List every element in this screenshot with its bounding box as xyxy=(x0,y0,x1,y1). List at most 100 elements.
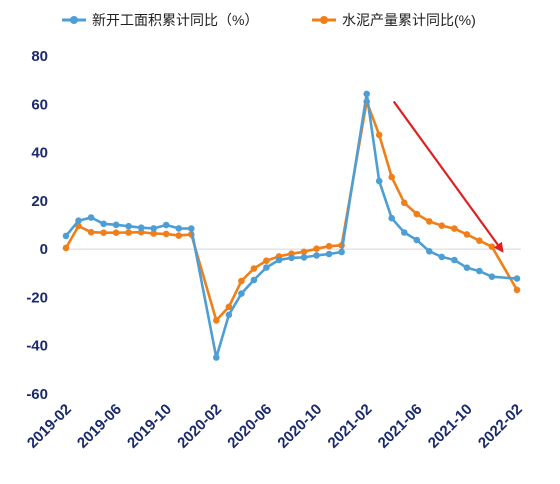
data-point xyxy=(150,230,157,237)
data-point xyxy=(238,290,245,297)
legend-item-1: 新开工面积累计同比（%） xyxy=(62,12,258,28)
data-point xyxy=(488,243,496,250)
x-tick-label: 2020-02 xyxy=(174,401,225,452)
data-point xyxy=(438,253,446,261)
data-point xyxy=(250,276,258,284)
data-point xyxy=(188,225,195,232)
x-tick-label-group: 2022-02 xyxy=(475,401,526,452)
data-point xyxy=(225,311,233,319)
x-tick-label: 2021-06 xyxy=(375,401,426,452)
data-point xyxy=(388,173,396,181)
plot-area xyxy=(62,90,521,361)
data-point xyxy=(62,232,70,240)
x-tick-label: 2020-06 xyxy=(224,401,275,452)
data-point xyxy=(401,199,408,207)
data-point xyxy=(300,254,308,261)
data-point xyxy=(488,273,496,281)
data-point xyxy=(87,228,95,236)
data-point xyxy=(413,210,421,218)
legend-label: 水泥产量累计同比(%) xyxy=(342,12,476,28)
x-tick-label: 2020-10 xyxy=(274,401,325,452)
data-point xyxy=(238,277,245,285)
data-point xyxy=(463,264,471,272)
data-point xyxy=(513,275,521,282)
data-point xyxy=(476,267,483,275)
data-point xyxy=(325,242,333,250)
data-point xyxy=(451,256,458,264)
data-point xyxy=(75,217,82,224)
data-point xyxy=(213,317,220,324)
data-point xyxy=(426,248,433,255)
x-tick-label-group: 2019-02 xyxy=(24,401,75,452)
trend-arrow xyxy=(392,100,504,253)
series-line xyxy=(64,100,519,322)
legend-marker xyxy=(320,16,328,24)
data-point xyxy=(313,252,320,259)
data-point xyxy=(87,214,95,221)
data-point xyxy=(413,236,421,244)
x-tick-label: 2022-02 xyxy=(475,401,526,452)
data-point xyxy=(275,256,283,264)
series-line xyxy=(64,92,518,359)
data-point xyxy=(325,250,333,258)
x-tick-label-group: 2021-10 xyxy=(425,401,476,452)
legend-marker xyxy=(70,16,78,24)
data-point xyxy=(225,303,233,311)
x-tick-label: 2021-02 xyxy=(325,401,376,452)
x-tick-label: 2019-02 xyxy=(24,401,75,452)
x-tick-label-group: 2019-10 xyxy=(124,401,175,452)
legend-item-2: 水泥产量累计同比(%) xyxy=(312,12,476,28)
data-point xyxy=(263,257,270,265)
data-point xyxy=(463,231,471,238)
y-tick-label: 0 xyxy=(40,241,48,258)
data-point xyxy=(125,222,132,230)
data-point xyxy=(476,237,483,244)
x-tick-label-group: 2021-02 xyxy=(325,401,376,452)
x-tick-label: 2021-10 xyxy=(425,401,476,452)
legend-label: 新开工面积累计同比（%） xyxy=(92,12,258,28)
x-axis: 2019-02 2019-06 2019-10 2020-02 2020-06 2020-… xyxy=(24,401,526,452)
series-2 xyxy=(62,98,521,324)
y-tick-label: 40 xyxy=(31,145,48,162)
x-tick-label-group: 2020-10 xyxy=(274,401,325,452)
data-point xyxy=(162,221,170,229)
data-point xyxy=(288,254,295,262)
y-tick-label: -20 xyxy=(26,289,48,306)
data-point xyxy=(213,354,220,361)
data-point xyxy=(438,222,446,229)
data-point xyxy=(375,131,383,139)
legend: 新开工面积累计同比（%） 水泥产量累计同比(%) xyxy=(62,12,476,28)
y-tick-label: -60 xyxy=(26,386,48,403)
data-point xyxy=(375,177,383,185)
data-point xyxy=(112,229,120,236)
x-tick-label-group: 2021-06 xyxy=(375,401,426,452)
data-point xyxy=(150,225,157,232)
y-tick-label: 20 xyxy=(31,193,48,210)
data-point xyxy=(175,232,183,239)
x-tick-label-group: 2019-06 xyxy=(74,401,125,452)
data-point xyxy=(451,225,458,232)
data-point xyxy=(300,248,308,256)
data-point xyxy=(62,244,70,252)
y-axis: 80 60 40 20 0 -20 -40 -60 xyxy=(26,48,521,403)
data-point xyxy=(100,220,107,228)
x-tick-label-group: 2020-02 xyxy=(174,401,225,452)
data-point xyxy=(401,229,408,236)
data-point xyxy=(426,218,433,225)
y-tick-label: 80 xyxy=(31,48,48,65)
y-tick-label: -40 xyxy=(26,338,48,355)
data-point xyxy=(137,224,145,231)
annotation-layer xyxy=(392,100,504,253)
data-point xyxy=(263,264,270,271)
x-tick-label: 2019-10 xyxy=(124,401,175,452)
data-point xyxy=(112,221,120,229)
x-tick-label-group: 2020-06 xyxy=(224,401,275,452)
y-tick-label: 60 xyxy=(31,96,48,113)
x-tick-label: 2019-06 xyxy=(74,401,125,452)
data-point xyxy=(125,229,132,236)
data-point xyxy=(338,248,345,256)
data-point xyxy=(513,286,521,294)
data-point xyxy=(388,214,396,222)
data-point xyxy=(162,230,170,238)
